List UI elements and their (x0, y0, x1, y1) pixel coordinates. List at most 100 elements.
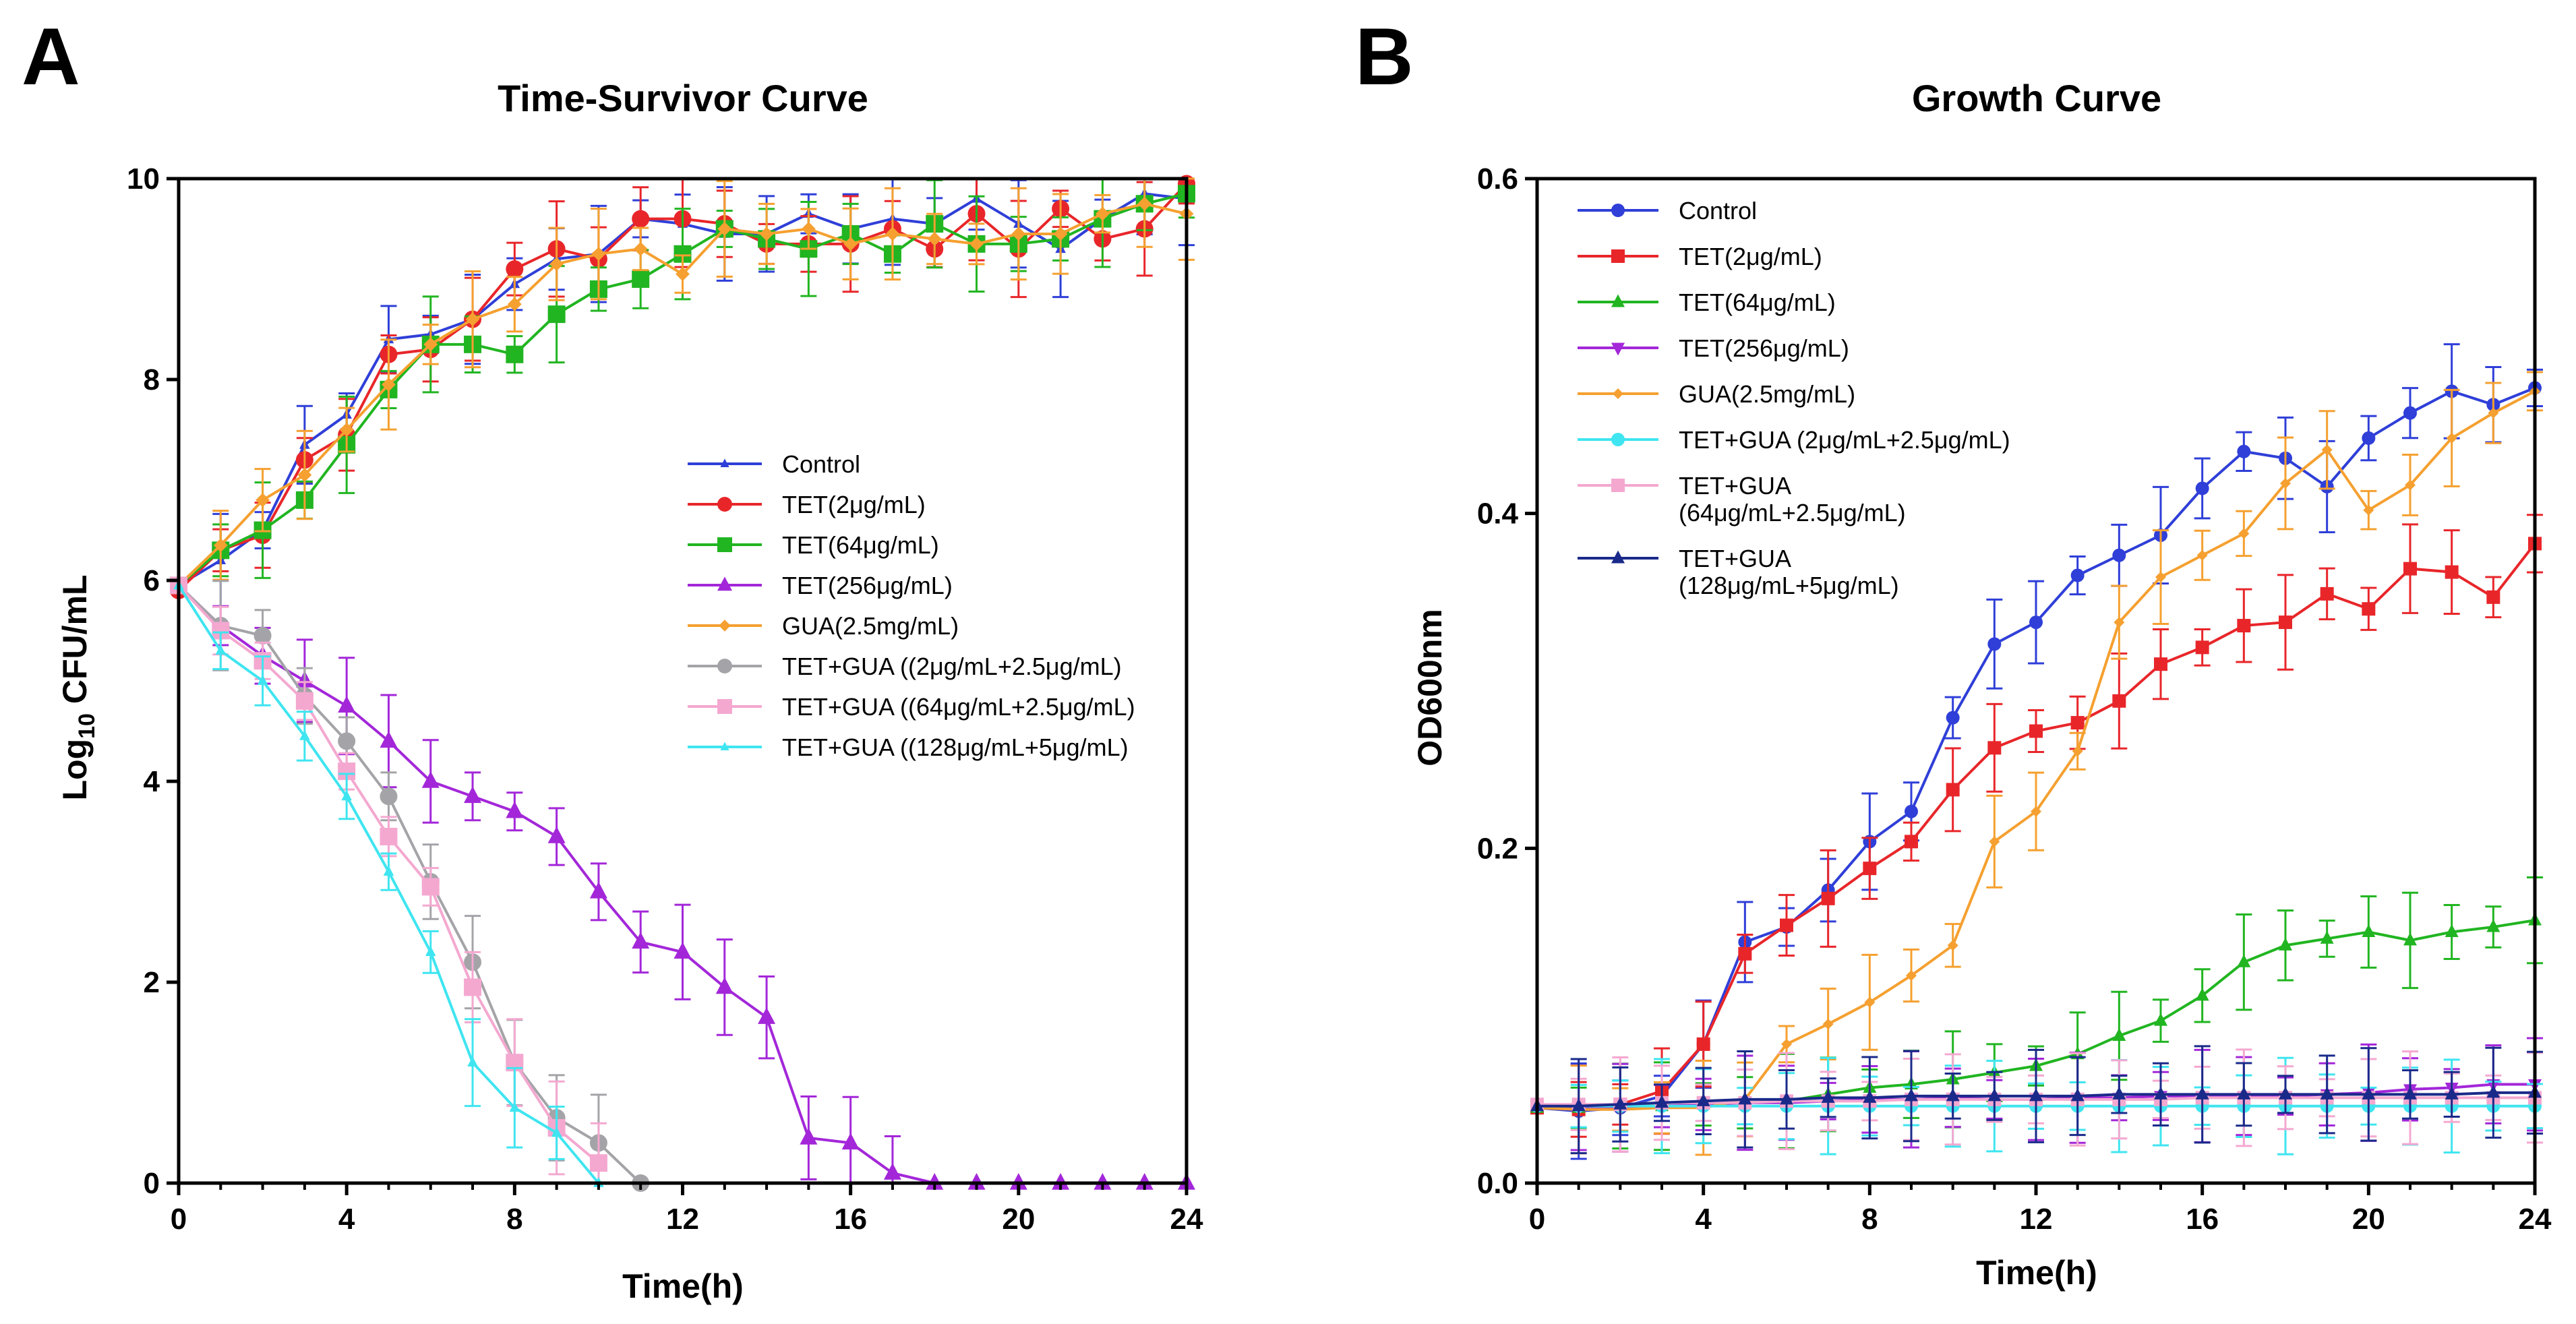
data-point (1905, 835, 1918, 849)
data-point (591, 247, 606, 262)
y-tick-label: 0.2 (1477, 832, 1518, 865)
data-point (1947, 940, 1958, 951)
data-point (800, 1128, 818, 1145)
data-point (632, 270, 650, 288)
data-point (589, 1154, 607, 1172)
series-line (177, 584, 642, 1184)
panel-label-b: B (1355, 11, 1414, 102)
data-point (2238, 528, 2250, 539)
data-point (215, 644, 227, 655)
data-point (1987, 741, 2002, 755)
data-point (549, 257, 564, 272)
data-point (717, 222, 732, 236)
series-7 (1530, 1045, 2543, 1155)
chart-a-title: Time-Survivor Curve (498, 77, 868, 119)
data-point (1863, 1089, 1877, 1103)
legend-swatch-marker (717, 699, 732, 714)
data-point (2405, 479, 2416, 491)
data-point (339, 423, 354, 437)
data-point (1780, 1091, 1793, 1105)
data-point (1009, 1173, 1027, 1190)
plot-frame (177, 177, 1189, 1185)
x-tick-label: 24 (2519, 1203, 2552, 1236)
legend-swatch-marker (717, 659, 732, 673)
series-0 (173, 177, 1195, 608)
y-tick-label: 0.0 (1477, 1167, 1518, 1200)
x-tick-label: 12 (666, 1203, 699, 1236)
data-point (1989, 836, 2000, 847)
data-point (2362, 602, 2376, 616)
legend-label: TET(256μg/mL) (1679, 334, 1849, 362)
data-point (2488, 407, 2499, 419)
legend-swatch-marker (717, 576, 732, 591)
y-tick-label: 0.6 (1477, 162, 1518, 195)
legend-label: (64μg/mL+2.5μg/mL) (1679, 499, 1906, 526)
data-point (885, 227, 900, 241)
legend-label: TET(64μg/mL) (782, 531, 939, 559)
legend-swatch-marker (717, 497, 732, 512)
data-point (421, 878, 440, 896)
data-point (297, 468, 312, 482)
data-point (547, 305, 566, 324)
data-point (299, 729, 310, 740)
data-point (1053, 227, 1068, 241)
x-tick-label: 4 (1695, 1203, 1712, 1236)
data-point (338, 696, 356, 713)
x-tick-label: 20 (1002, 1203, 1035, 1236)
data-point (2112, 1086, 2126, 1100)
chart-a-xlabel: Time(h) (622, 1267, 744, 1305)
data-point (213, 538, 228, 553)
x-tick-label: 12 (2020, 1203, 2053, 1236)
data-point (253, 626, 272, 644)
chart-b-xlabel: Time(h) (1976, 1254, 2097, 1292)
data-point (1696, 1093, 1710, 1106)
data-point (2031, 806, 2041, 817)
x-tick-label: 24 (1170, 1203, 1203, 1236)
data-point (2403, 1086, 2417, 1100)
data-point (551, 1126, 562, 1137)
data-point (1096, 206, 1110, 221)
legend-label: TET+GUA (1679, 472, 1791, 500)
data-point (2155, 572, 2166, 583)
data-point (2237, 619, 2251, 633)
data-point (2029, 1088, 2043, 1102)
data-point (759, 227, 774, 241)
data-point (256, 493, 270, 508)
data-point (467, 1056, 478, 1067)
data-point (2070, 716, 2085, 730)
data-point (843, 237, 858, 251)
data-point (338, 732, 356, 750)
legend: Control TET(2μg/mL) TET(64μg/mL) TET(256μg/… (1578, 197, 2010, 599)
data-point (2112, 1027, 2126, 1041)
data-point (841, 1133, 860, 1150)
data-point (341, 790, 352, 801)
y-tick-label: 10 (127, 162, 160, 195)
data-point (2445, 565, 2459, 579)
data-point (2195, 1086, 2209, 1100)
data-point (1613, 1096, 1627, 1110)
data-point (2154, 657, 2167, 671)
legend-label: TET+GUA (2μg/mL+2.5μg/mL) (1679, 426, 2010, 454)
series-2 (170, 177, 1195, 595)
legend-swatch-marker (1611, 204, 1625, 217)
plot-frame (1535, 177, 2537, 1185)
legend-swatch-marker (1613, 388, 1623, 399)
data-point (2320, 1086, 2334, 1100)
legend-label: TET+GUA ((128μg/mL+5μg/mL) (782, 733, 1129, 761)
data-point (295, 692, 313, 710)
data-point (425, 946, 436, 957)
data-point (2403, 932, 2417, 946)
data-point (382, 378, 396, 392)
data-point (421, 771, 440, 788)
legend-swatch-marker (1611, 294, 1625, 307)
data-point (1011, 227, 1026, 241)
data-point (2070, 568, 2085, 582)
data-point (465, 312, 480, 326)
data-point (383, 866, 394, 876)
data-point (2070, 1088, 2085, 1102)
legend-label: TET+GUA (1679, 545, 1791, 572)
legend-swatch-marker (1611, 342, 1625, 356)
legend-swatch-marker (719, 620, 731, 632)
data-point (506, 345, 524, 363)
